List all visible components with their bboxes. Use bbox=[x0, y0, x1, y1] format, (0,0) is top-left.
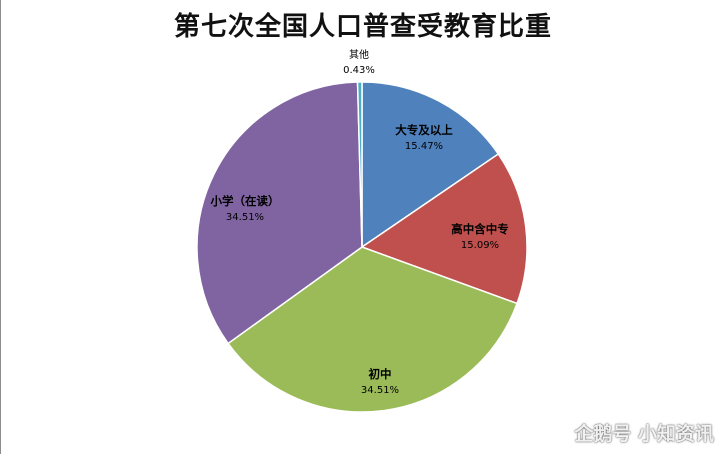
slice-label-junior-high: 初中 bbox=[369, 367, 392, 381]
penguin-logo-icon bbox=[543, 420, 568, 445]
chart-title: 第七次全国人口普查受教育比重 bbox=[173, 12, 552, 42]
slice-percent-primary: 34.51% bbox=[226, 212, 264, 223]
watermark: 企鹅号 小知资讯 bbox=[542, 419, 714, 446]
slice-label-primary: 小学（在读） bbox=[210, 194, 280, 208]
pie-slice-junior-high bbox=[227, 246, 519, 413]
slice-percent-college: 15.47% bbox=[405, 141, 443, 152]
slice-label-college: 大专及以上 bbox=[395, 123, 453, 137]
watermark-text: 企鹅号 小知资讯 bbox=[574, 423, 714, 445]
slice-percent-junior-high: 34.51% bbox=[361, 385, 399, 396]
slice-label-other: 其他 bbox=[349, 48, 369, 61]
slice-percent-high-school: 15.09% bbox=[461, 240, 499, 251]
slice-label-high-school: 高中含中专 bbox=[451, 222, 509, 236]
pie-slice-high-school bbox=[360, 152, 528, 305]
pie-slice-college bbox=[361, 81, 500, 249]
slice-percent-other: 0.43% bbox=[343, 65, 375, 76]
pie-slice-primary bbox=[196, 81, 363, 345]
pie-slice-other bbox=[356, 81, 363, 248]
